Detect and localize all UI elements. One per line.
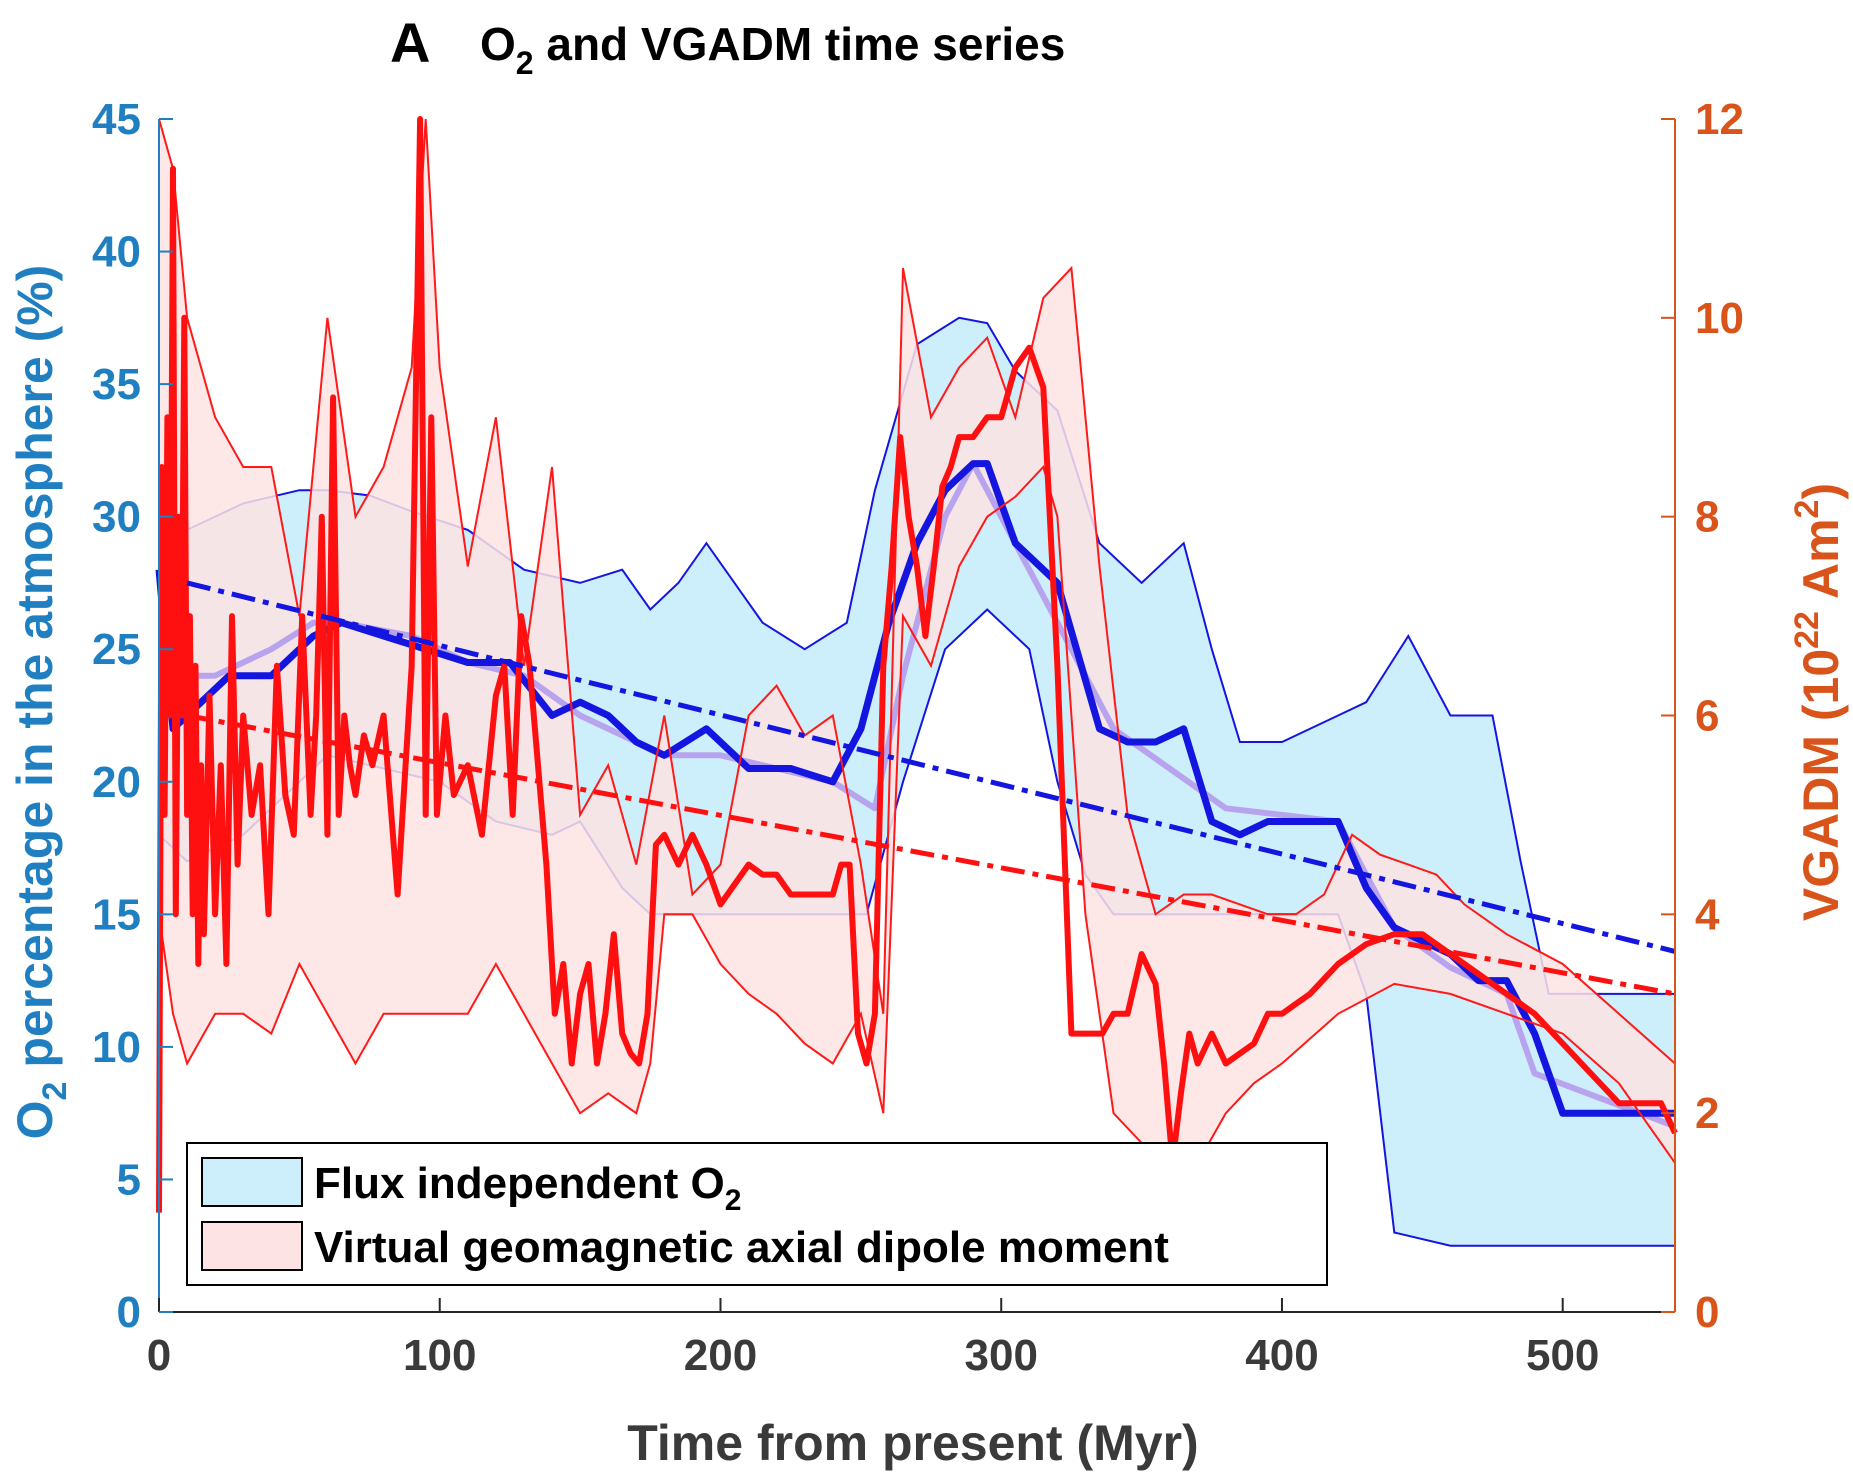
legend-box (186, 1142, 1328, 1286)
left-tick-label: 10 (92, 1023, 141, 1072)
title-part-rest: and VGADM time series (534, 18, 1066, 70)
left-tick-label: 25 (92, 625, 141, 674)
x-tick-label: 300 (965, 1331, 1038, 1380)
panel-label: A (390, 11, 430, 74)
title-part-o: O (480, 18, 516, 70)
right-tick-label: 2 (1695, 1089, 1719, 1138)
left-tick-label: 0 (117, 1288, 141, 1337)
left-tick-label: 35 (92, 360, 141, 409)
right-tick-label: 10 (1695, 294, 1744, 343)
left-tick-label: 5 (117, 1155, 141, 1204)
left-axis-title: O2 percentage in the atmosphere (%) (7, 265, 74, 1140)
right-tick-label: 6 (1695, 692, 1719, 741)
right-axis-title: VGADM (1022 Am2) (1788, 483, 1849, 921)
axes: 0 100 200 300 400 500 0 5 10 15 20 25 30 35 40 45 0 2 4 6 8 1… (92, 95, 1744, 1380)
x-tick-label: 200 (684, 1331, 757, 1380)
ylabel-right-unit: Am (1793, 518, 1849, 611)
x-tick-label: 500 (1526, 1331, 1599, 1380)
ylabel-left-o: O (7, 1100, 63, 1139)
x-tick-label: 400 (1245, 1331, 1318, 1380)
vgadm-band-lower-edge (158, 465, 1676, 1216)
legend-swatch-vgadm (201, 1221, 303, 1271)
ylabel-left-rest: percentage in the atmosphere (%) (7, 265, 63, 1082)
vgadm-band-upper-edge (158, 118, 1676, 1065)
vgadm-line (156, 116, 1678, 1213)
legend-o2-main: Flux independent O (314, 1159, 725, 1208)
ylabel-right-sup2: 2 (1788, 500, 1826, 519)
plot-content (155, 116, 1678, 1247)
title-part-sub: 2 (516, 45, 534, 81)
vgadm-trend-line (186, 713, 1676, 997)
x-tick-label: 100 (403, 1331, 476, 1380)
left-tick-label: 15 (92, 890, 141, 939)
x-tick-label: 0 (147, 1331, 171, 1380)
right-tick-label: 4 (1695, 890, 1720, 939)
right-tick-label: 8 (1695, 493, 1719, 542)
ylabel-right-main: VGADM (10 (1793, 649, 1849, 921)
legend-label-o2: Flux independent O2 (314, 1159, 741, 1217)
legend-label-vgadm: Virtual geomagnetic axial dipole moment (314, 1223, 1169, 1272)
left-tick-label: 40 (92, 228, 141, 277)
ylabel-right-sup1: 22 (1788, 611, 1826, 649)
o2-mean-line (155, 460, 1675, 1117)
right-tick-label: 12 (1695, 95, 1744, 144)
ylabel-left-sub: 2 (36, 1082, 74, 1101)
left-tick-label: 20 (92, 758, 141, 807)
legend-o2-sub: 2 (725, 1184, 742, 1217)
chart-title: O2 and VGADM time series (480, 18, 1065, 81)
legend: Flux independent O2 Virtual geomagnetic … (186, 1142, 1328, 1286)
o2-trend-line (186, 580, 1676, 954)
left-tick-label: 30 (92, 493, 141, 542)
legend-swatch-o2 (201, 1157, 303, 1207)
ylabel-right-close: ) (1793, 483, 1849, 500)
vgadm-uncertainty-band (159, 119, 1675, 1213)
left-tick-label: 45 (92, 95, 141, 144)
right-tick-label: 0 (1695, 1288, 1719, 1337)
x-axis-title: Time from present (Myr) (627, 1415, 1198, 1471)
